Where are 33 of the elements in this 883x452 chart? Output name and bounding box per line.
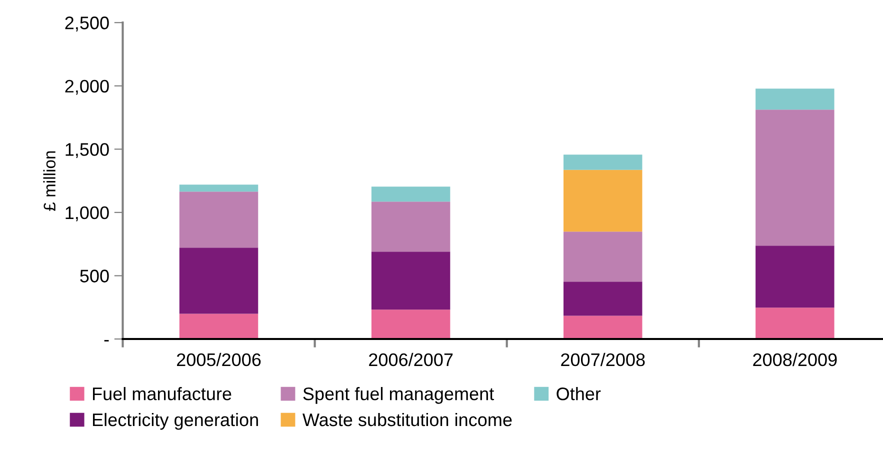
bar — [371, 310, 450, 339]
bar — [179, 192, 258, 248]
bar — [563, 170, 642, 232]
bar — [563, 316, 642, 339]
y-tick-label: 2,500 — [65, 16, 109, 32]
bar — [179, 314, 258, 339]
legend-label: Spent fuel management — [303, 386, 494, 404]
bar — [179, 248, 258, 314]
bar — [756, 308, 834, 339]
x-tick-label: 2008/2009 — [753, 352, 837, 366]
bar — [563, 282, 642, 316]
legend-label: Waste substitution income — [302, 412, 512, 426]
bar — [563, 232, 642, 282]
y-tick-label: 500 — [80, 270, 109, 282]
bar — [756, 246, 834, 308]
bar — [563, 154, 642, 170]
x-tick-label: 2007/2008 — [561, 352, 645, 366]
x-tick-label: 2005/2006 — [177, 352, 261, 366]
bar — [371, 252, 450, 310]
legend-label: Fuel manufacture — [92, 386, 232, 400]
bar — [371, 186, 450, 202]
bar — [756, 88, 834, 110]
bar — [179, 184, 258, 192]
legend-label: Other — [556, 386, 601, 400]
y-tick-label: 1,000 — [66, 206, 109, 222]
x-tick-label: 2006/2007 — [369, 352, 453, 366]
bar — [756, 110, 834, 246]
legend-label: Electricity generation — [92, 412, 258, 430]
y-axis-title: £ million — [43, 151, 56, 211]
y-tick-label: - — [104, 340, 109, 342]
y-tick-label: 2,000 — [65, 80, 109, 95]
y-tick-label: 1,500 — [66, 143, 109, 158]
bar — [371, 202, 450, 252]
